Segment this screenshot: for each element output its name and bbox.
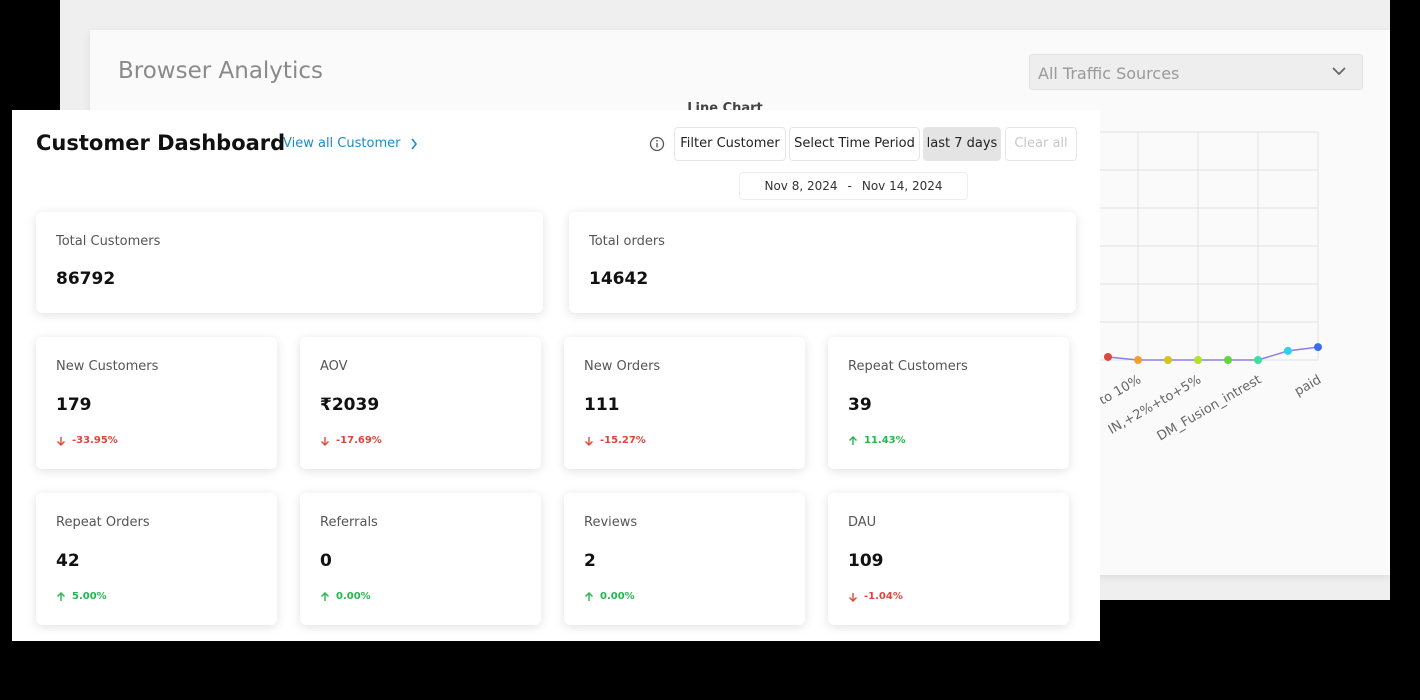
change-text: 0.00%	[600, 591, 635, 602]
date-range[interactable]: Nov 8, 2024 - Nov 14, 2024	[739, 172, 968, 200]
series-line	[1107, 346, 1319, 361]
x-tick-label: paid	[1292, 372, 1324, 399]
trend-arrow	[585, 591, 593, 601]
filter-button[interactable]: Filter Customer	[674, 127, 786, 161]
x-tick-label: DM_Fusion_intrest	[1155, 372, 1264, 444]
data-point	[1314, 343, 1322, 352]
metric-change: 0.00%	[584, 591, 635, 602]
metric-value: 42	[56, 551, 80, 571]
trend-arrow	[57, 591, 65, 601]
data-point	[1194, 356, 1202, 364]
metric-card: New Customers 179 -33.95%	[36, 337, 277, 469]
metric-card: Total orders 14642	[569, 212, 1076, 313]
data-point	[1134, 356, 1142, 364]
trend-arrow	[321, 436, 329, 446]
change-text: -17.69%	[336, 435, 382, 446]
change-text: 5.00%	[72, 591, 107, 602]
metric-change: 11.43%	[848, 435, 906, 446]
metric-change: 5.00%	[56, 591, 107, 602]
metric-label: Total orders	[589, 234, 665, 249]
metric-value: 0	[320, 551, 332, 571]
arrow-shape	[321, 591, 329, 601]
section-title: Browser Analytics	[118, 58, 323, 84]
arrow-shape	[849, 592, 857, 602]
arrow-shape	[321, 436, 329, 446]
metric-card: AOV ₹2039 -17.69%	[300, 337, 541, 469]
change-text: -1.04%	[864, 591, 903, 602]
dropdown-text: All Traffic Sources	[1038, 64, 1180, 83]
metric-card: Reviews 2 0.00%	[564, 493, 805, 625]
last-7-days-button[interactable]: last 7 days	[923, 127, 1001, 161]
metric-label: New Orders	[584, 359, 661, 374]
info-icon[interactable]	[649, 136, 665, 152]
time-period-button[interactable]: Select Time Period	[789, 127, 920, 161]
metric-card: DAU 109 -1.04%	[828, 493, 1069, 625]
metric-label: AOV	[320, 359, 348, 374]
link-text: View all Customer	[283, 136, 401, 151]
clear-all-button[interactable]: Clear all	[1005, 127, 1077, 161]
metric-card: Repeat Orders 42 5.00%	[36, 493, 277, 625]
change-text: -15.27%	[600, 435, 646, 446]
arrow-shape	[57, 436, 65, 446]
metric-change: -33.95%	[56, 435, 118, 446]
metric-value: 39	[848, 395, 872, 415]
trend-arrow	[585, 436, 593, 446]
metric-card: Repeat Customers 39 11.43%	[828, 337, 1069, 469]
arrow-shape	[849, 435, 857, 445]
metric-label: Repeat Customers	[848, 359, 968, 374]
metric-label: Referrals	[320, 515, 378, 530]
trend-arrow	[57, 436, 65, 446]
traffic-dropdown[interactable]: All Traffic Sources	[1029, 54, 1363, 90]
data-point	[1254, 356, 1262, 364]
metric-label: Repeat Orders	[56, 515, 150, 530]
metric-value: ₹2039	[320, 395, 380, 415]
customer-dashboard: Customer Dashboard View all Customer Fil…	[12, 110, 1100, 641]
chevron-down	[1332, 67, 1346, 76]
metric-change: 0.00%	[320, 591, 371, 602]
metric-card: New Orders 111 -15.27%	[564, 337, 805, 469]
arrow-shape	[585, 436, 593, 446]
date-end: Nov 14, 2024	[861, 179, 943, 193]
metric-value: 2	[584, 551, 596, 571]
metric-value: 86792	[56, 269, 116, 289]
metric-label: Reviews	[584, 515, 638, 530]
metric-label: New Customers	[56, 359, 159, 374]
data-point	[1104, 352, 1112, 361]
metric-value: 109	[848, 551, 884, 571]
arrow-shape	[57, 591, 65, 601]
chevron-right	[411, 138, 418, 149]
metric-value: 14642	[589, 269, 649, 289]
date-separator: -	[847, 179, 852, 193]
arrow-shape	[585, 591, 593, 601]
dashboard-title: Customer Dashboard	[36, 131, 286, 155]
metric-card: Total Customers 86792	[36, 212, 543, 313]
x-tick-label: to 10%	[1097, 372, 1144, 408]
change-text: 0.00%	[336, 591, 371, 602]
metric-label: DAU	[848, 515, 877, 530]
change-text: 11.43%	[864, 435, 906, 446]
change-text: -33.95%	[72, 435, 118, 446]
data-point	[1284, 346, 1292, 355]
trend-arrow	[849, 435, 857, 445]
data-point	[1224, 356, 1232, 364]
data-point	[1164, 356, 1172, 364]
metric-card: Referrals 0 0.00%	[300, 493, 541, 625]
metric-value: 111	[584, 395, 620, 415]
metric-change: -15.27%	[584, 435, 646, 446]
metric-label: Total Customers	[56, 234, 161, 249]
view-all-link[interactable]: View all Customer	[283, 136, 418, 151]
date-start: Nov 8, 2024	[764, 179, 838, 193]
trend-arrow	[321, 591, 329, 601]
metric-change: -1.04%	[848, 591, 903, 602]
metric-change: -17.69%	[320, 435, 382, 446]
metric-value: 179	[56, 395, 92, 415]
trend-arrow	[849, 592, 857, 602]
